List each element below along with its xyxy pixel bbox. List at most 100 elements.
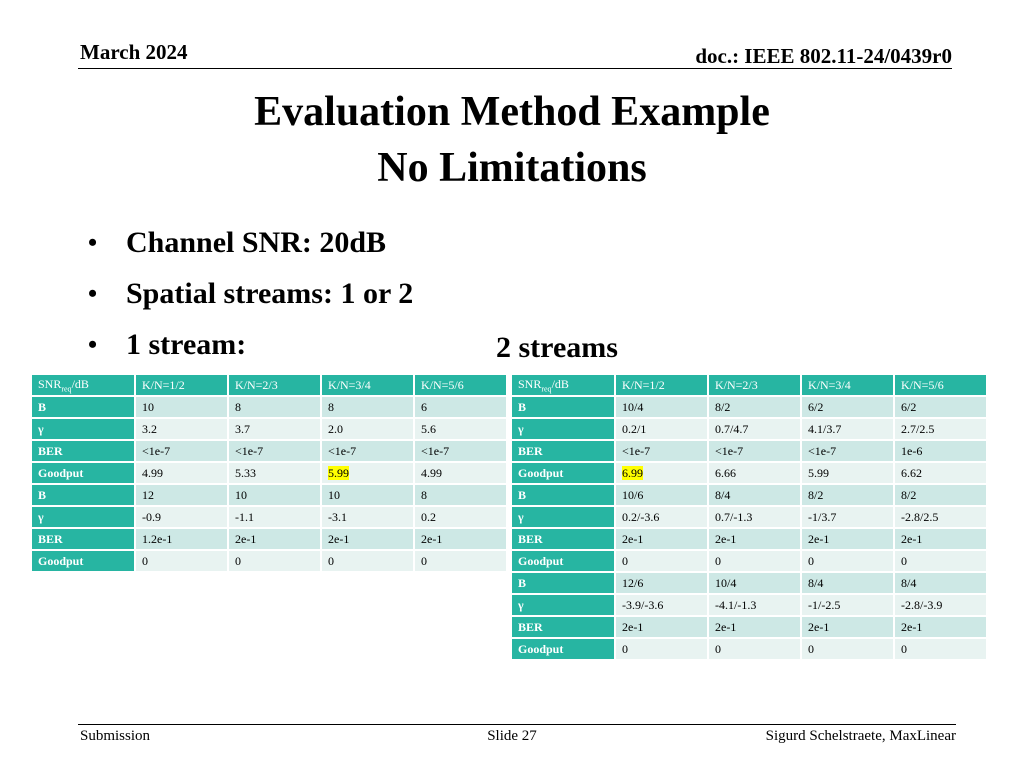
bullet-list: • Channel SNR: 20dB • Spatial streams: 1 o… bbox=[88, 223, 413, 376]
table-cell: 4.99 bbox=[415, 463, 506, 483]
table-row: Goodput 6.99 6.66 5.99 6.62 bbox=[512, 463, 986, 483]
table-cell: -3.1 bbox=[322, 507, 413, 527]
table-cell: 4.99 bbox=[136, 463, 227, 483]
header-date: March 2024 bbox=[80, 40, 188, 64]
table-cell: <1e-7 bbox=[415, 441, 506, 461]
table-cell: 6/2 bbox=[895, 397, 986, 417]
table-row: BER <1e-7 <1e-7 <1e-7 1e-6 bbox=[512, 441, 986, 461]
table-cell: 5.33 bbox=[229, 463, 320, 483]
one-stream-table: SNRreq/dB K/N=1/2 K/N=2/3 K/N=3/4 K/N=5/6 B 10… bbox=[30, 373, 508, 573]
table-cell: 2e-1 bbox=[709, 529, 800, 549]
table-cell: 6.99 bbox=[616, 463, 707, 483]
footer-submission: Submission bbox=[80, 728, 151, 744]
table-row: BER 2e-1 2e-1 2e-1 2e-1 bbox=[512, 529, 986, 549]
corner-header-cell: SNRreq/dB bbox=[32, 375, 134, 395]
row-label: B bbox=[512, 397, 614, 417]
table-cell: 10 bbox=[229, 485, 320, 505]
row-label: BER bbox=[32, 441, 134, 461]
slide-title: Evaluation Method Example No Limitations bbox=[0, 84, 1024, 196]
table-row: B 10 8 8 6 bbox=[32, 397, 506, 417]
footer-slide-number: Slide 27 bbox=[487, 728, 537, 744]
table-cell: 0 bbox=[616, 551, 707, 571]
two-streams-label: 2 streams bbox=[496, 331, 618, 364]
table-cell: 2e-1 bbox=[802, 529, 893, 549]
column-header: K/N=2/3 bbox=[709, 375, 800, 395]
table-cell: <1e-7 bbox=[229, 441, 320, 461]
table-row: B 12/6 10/4 8/4 8/4 bbox=[512, 573, 986, 593]
table-cell: 10/4 bbox=[709, 573, 800, 593]
table-cell: 0 bbox=[802, 639, 893, 659]
row-label: Goodput bbox=[512, 463, 614, 483]
table-cell: 5.6 bbox=[415, 419, 506, 439]
table-row: γ -3.9/-3.6 -4.1/-1.3 -1/-2.5 -2.8/-3.9 bbox=[512, 595, 986, 615]
bullet-dot-icon: • bbox=[88, 330, 98, 359]
table-cell: <1e-7 bbox=[709, 441, 800, 461]
row-label: B bbox=[32, 397, 134, 417]
table-cell: 10/4 bbox=[616, 397, 707, 417]
bullet-item: • 1 stream: bbox=[88, 325, 413, 376]
row-label: Goodput bbox=[512, 639, 614, 659]
table-cell: 0.7/-1.3 bbox=[709, 507, 800, 527]
table-cell: 8/4 bbox=[802, 573, 893, 593]
table-cell: 0.7/4.7 bbox=[709, 419, 800, 439]
header-divider bbox=[78, 68, 952, 69]
table-cell: -1/3.7 bbox=[802, 507, 893, 527]
table-cell: 12/6 bbox=[616, 573, 707, 593]
table-cell: 2e-1 bbox=[895, 529, 986, 549]
row-label: γ bbox=[512, 419, 614, 439]
table-cell: -1.1 bbox=[229, 507, 320, 527]
bullet-dot-icon: • bbox=[88, 228, 98, 257]
table-row: B 10/6 8/4 8/2 8/2 bbox=[512, 485, 986, 505]
column-header: K/N=5/6 bbox=[415, 375, 506, 395]
table-cell: -2.8/2.5 bbox=[895, 507, 986, 527]
table-row: B 10/4 8/2 6/2 6/2 bbox=[512, 397, 986, 417]
table-cell: -0.9 bbox=[136, 507, 227, 527]
table-cell: 0 bbox=[895, 639, 986, 659]
table-cell: 2.0 bbox=[322, 419, 413, 439]
table-row: γ 3.2 3.7 2.0 5.6 bbox=[32, 419, 506, 439]
table-cell: 2e-1 bbox=[322, 529, 413, 549]
table-cell: 0 bbox=[322, 551, 413, 571]
table-cell: 0 bbox=[709, 639, 800, 659]
snr-unit: /dB bbox=[71, 376, 89, 391]
bullet-text: 1 stream: bbox=[126, 328, 247, 361]
bullet-item: • Channel SNR: 20dB bbox=[88, 223, 413, 274]
table-cell: 5.99 bbox=[322, 463, 413, 483]
table-cell: 6.66 bbox=[709, 463, 800, 483]
table-cell: 0 bbox=[229, 551, 320, 571]
table-cell: -4.1/-1.3 bbox=[709, 595, 800, 615]
table-row: Goodput 0 0 0 0 bbox=[512, 551, 986, 571]
row-label: γ bbox=[32, 419, 134, 439]
table-cell: -3.9/-3.6 bbox=[616, 595, 707, 615]
table-cell: 5.99 bbox=[802, 463, 893, 483]
table-cell: 0 bbox=[802, 551, 893, 571]
table-cell: 12 bbox=[136, 485, 227, 505]
column-header: K/N=1/2 bbox=[136, 375, 227, 395]
table-cell: 6/2 bbox=[802, 397, 893, 417]
table-row: Goodput 4.99 5.33 5.99 4.99 bbox=[32, 463, 506, 483]
bullet-item: • Spatial streams: 1 or 2 bbox=[88, 274, 413, 325]
table-row: BER 1.2e-1 2e-1 2e-1 2e-1 bbox=[32, 529, 506, 549]
table-cell: 0 bbox=[136, 551, 227, 571]
bullet-text: Channel SNR: 20dB bbox=[126, 226, 387, 259]
slide-title-line1: Evaluation Method Example bbox=[254, 89, 770, 135]
row-label: Goodput bbox=[32, 551, 134, 571]
snr-label: SNR bbox=[38, 376, 62, 391]
table-cell: 10 bbox=[136, 397, 227, 417]
table-cell: 2e-1 bbox=[229, 529, 320, 549]
table-cell: 2e-1 bbox=[709, 617, 800, 637]
column-header: K/N=1/2 bbox=[616, 375, 707, 395]
row-label: γ bbox=[512, 507, 614, 527]
table-cell: 6.62 bbox=[895, 463, 986, 483]
table-cell: 0 bbox=[616, 639, 707, 659]
table-row: γ -0.9 -1.1 -3.1 0.2 bbox=[32, 507, 506, 527]
table-cell: 2.7/2.5 bbox=[895, 419, 986, 439]
table-cell: 8/2 bbox=[895, 485, 986, 505]
table-cell: 8/2 bbox=[709, 397, 800, 417]
table-cell: 2e-1 bbox=[895, 617, 986, 637]
table-header-row: SNRreq/dB K/N=1/2 K/N=2/3 K/N=3/4 K/N=5/6 bbox=[32, 375, 506, 395]
table-cell: 8/4 bbox=[895, 573, 986, 593]
table-cell: <1e-7 bbox=[802, 441, 893, 461]
table-row: γ 0.2/1 0.7/4.7 4.1/3.7 2.7/2.5 bbox=[512, 419, 986, 439]
bullet-text: Spatial streams: 1 or 2 bbox=[126, 277, 414, 310]
